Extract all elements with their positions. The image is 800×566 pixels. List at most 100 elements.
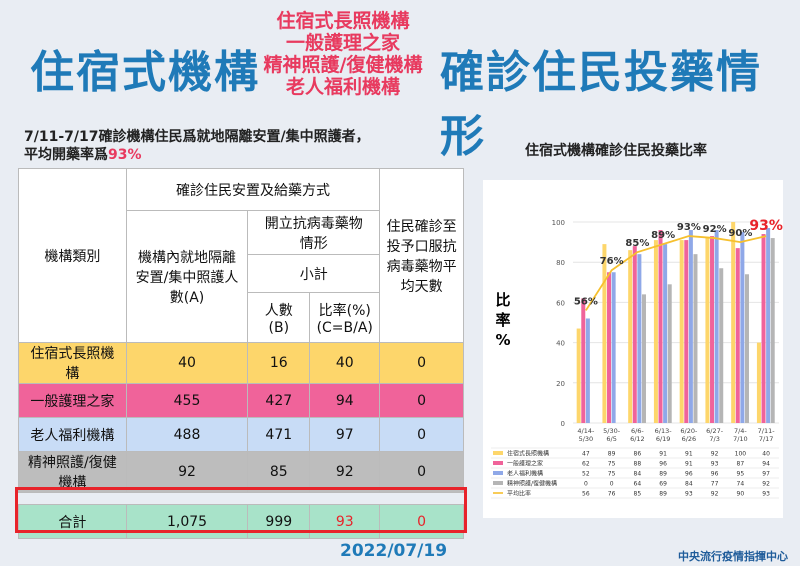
table-value: 64 [634, 481, 642, 488]
bar [628, 250, 633, 423]
row-a: 455 [125, 383, 249, 418]
row-c: 94 [309, 383, 381, 418]
x-tick-label: 7/10 [733, 435, 748, 443]
title-left: 住宿式機構 [30, 47, 260, 98]
bar [632, 246, 637, 423]
category-2: 一般護理之家 [285, 32, 400, 54]
data-label: 76% [600, 256, 624, 267]
y-tick-label: 80 [556, 259, 565, 267]
row-b: 16 [247, 342, 311, 384]
table-row: 老人福利機構 488 471 97 0 [18, 417, 464, 452]
header-group: 確診住民安置及給藥方式 [125, 168, 381, 211]
x-tick-label: 5/30- [603, 427, 621, 435]
row-d: 0 [379, 342, 464, 384]
date: 2022/07/19 [340, 541, 448, 561]
legend-swatch [493, 471, 503, 475]
bar [602, 244, 607, 423]
data-table: 機構類別 確診住民安置及給藥方式 住民確診至投予口服抗病毒藥物平均天數 機構內就… [18, 168, 464, 539]
bar [761, 234, 766, 423]
y-tick-label: 0 [561, 420, 565, 428]
x-tick-label: 6/12 [630, 435, 645, 443]
bar [714, 230, 719, 423]
bar [641, 294, 646, 423]
legend-entry: 精神照護/復健機構 [507, 480, 557, 488]
legend-swatch [493, 481, 503, 485]
bar [637, 254, 642, 423]
table-value: 100 [735, 451, 747, 458]
x-tick-label: 7/17 [759, 435, 774, 443]
table-value: 0 [610, 481, 614, 488]
table-row: 住宿式長照機構 40 16 40 0 [18, 342, 464, 384]
chart-panel: 0 20 40 60 80 100 4/14- 5/30 5/30- 6/5 6/6- 6/12 6/1… [483, 180, 783, 518]
bar [756, 342, 761, 423]
y-tick-label: 60 [556, 299, 565, 307]
legend-entry: 住宿式長照機構 [507, 450, 549, 458]
table-value: 74 [737, 481, 745, 488]
table-value: 91 [685, 451, 693, 458]
bar [770, 238, 775, 423]
table-value: 94 [762, 461, 770, 468]
bar [653, 240, 658, 423]
bar [705, 238, 710, 423]
total-highlight-box [15, 487, 467, 533]
header-type: 機構類別 [18, 168, 127, 343]
table-row: 一般護理之家 455 427 94 0 [18, 383, 464, 418]
title-right: 確診住民投藥情形 [440, 47, 762, 162]
bar [693, 254, 698, 423]
row-a: 40 [125, 342, 249, 384]
y-tick-label: 100 [552, 219, 565, 227]
chart-ylabel: 比 率 % [493, 290, 513, 350]
bar [710, 236, 715, 423]
table-value: 93 [711, 461, 719, 468]
table-value: 91 [659, 451, 667, 458]
x-tick-label: 6/5 [606, 435, 616, 443]
data-label: 85% [625, 238, 649, 249]
table-value: 47 [582, 451, 590, 458]
table-value: 84 [634, 471, 642, 478]
bar [581, 298, 586, 423]
table-value: 89 [659, 491, 667, 498]
x-tick-label: 5/30 [579, 435, 594, 443]
bar [766, 228, 771, 423]
row-a: 488 [125, 417, 249, 452]
bar [663, 244, 668, 423]
table-value: 76 [608, 491, 616, 498]
subtitle: 7/11-7/17確診機構住民爲就地隔離安置/集中照護者， 平均開藥率爲93% [24, 128, 370, 164]
table-value: 93 [762, 491, 770, 498]
table-value: 90 [737, 491, 745, 498]
data-label: 56% [574, 296, 598, 307]
table-value: 89 [659, 471, 667, 478]
x-tick-label: 6/19 [656, 435, 671, 443]
header-b: 人數(B) [247, 292, 311, 343]
table-row: 精神照護/復健機構 92 85 92 0 [18, 451, 464, 493]
data-label: 92% [703, 224, 727, 235]
subtitle-value: 93% [108, 147, 142, 163]
table-value: 84 [685, 481, 693, 488]
x-tick-label: 6/13- [655, 427, 673, 435]
row-d: 0 [379, 451, 464, 493]
bar [735, 248, 740, 423]
data-label: 93% [677, 222, 701, 233]
bar [679, 240, 684, 423]
table-value: 85 [634, 491, 642, 498]
row-c: 97 [309, 417, 381, 452]
row-a: 92 [125, 451, 249, 493]
header-antiviral: 開立抗病毒藥物情形 [247, 210, 381, 255]
bar [684, 240, 689, 423]
bar [585, 318, 590, 423]
table-value: 93 [685, 491, 693, 498]
table-value: 96 [685, 471, 693, 478]
row-name: 住宿式長照機構 [18, 342, 127, 384]
x-tick-label: 6/20- [680, 427, 698, 435]
bar [719, 268, 724, 423]
x-tick-label: 6/6- [631, 427, 644, 435]
bar [688, 230, 693, 423]
table-value: 62 [582, 461, 590, 468]
table-value: 77 [711, 481, 719, 488]
bar [658, 230, 663, 423]
subtitle-line1: 7/11-7/17確診機構住民爲就地隔離安置/集中照護者， [24, 129, 370, 145]
x-tick-label: 6/26 [682, 435, 697, 443]
table-value: 69 [659, 481, 667, 488]
row-d: 0 [379, 383, 464, 418]
subtitle-prefix: 平均開藥率爲 [24, 147, 108, 163]
